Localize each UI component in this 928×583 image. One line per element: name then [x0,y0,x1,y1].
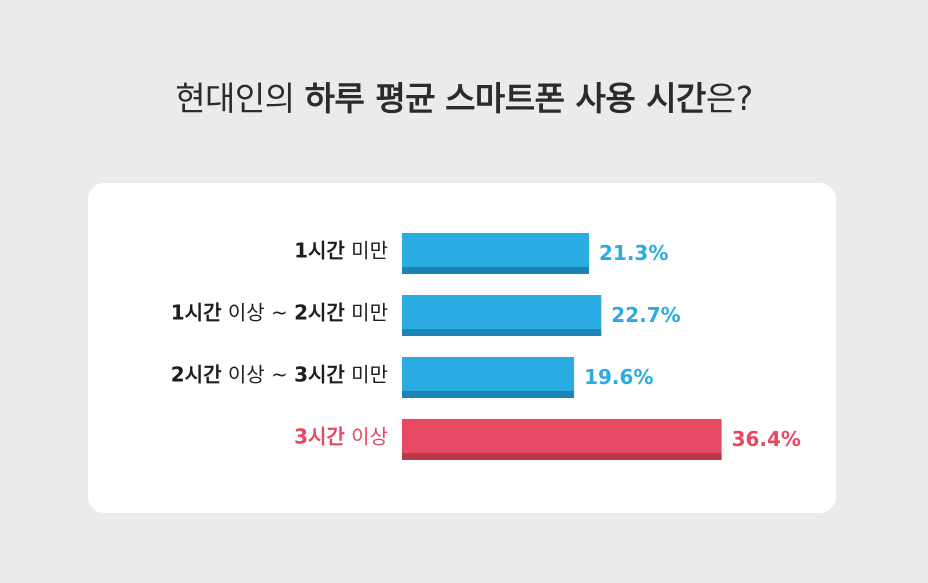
bar-value-label: 19.6% [584,365,653,389]
bar-chart: 21.3% 1시간 미만 22.7% 1시간 이상 ~ 2시간 미만 19.6% 2시간 … [171,233,801,460]
category-label: 1시간 이상 ~ 2시간 미만 [171,300,388,324]
category-label: 1시간 미만 [294,238,388,262]
bar-shadow [402,267,590,274]
title-part-4: 스마트폰 사용 시간 [445,79,706,118]
bar-row: 21.3% 1시간 미만 [294,233,668,274]
chart-card: 21.3% 1시간 미만 22.7% 1시간 이상 ~ 2시간 미만 19.6% 2시간 … [88,183,836,513]
bar-shadow [402,329,602,336]
category-label: 3시간 이상 [294,424,388,448]
category-label: 2시간 이상 ~ 3시간 미만 [171,362,388,386]
bar-value-label: 36.4% [732,427,801,451]
bar-row: 19.6% 2시간 이상 ~ 3시간 미만 [171,357,653,398]
bar-shadow [402,391,575,398]
bar [402,295,602,329]
bar [402,419,722,453]
title-part-5: 은? [705,79,753,118]
bar [402,357,575,391]
bar [402,233,590,267]
bar-value-label: 21.3% [599,241,668,265]
title-part-3 [435,79,445,118]
bar-row: 22.7% 1시간 이상 ~ 2시간 미만 [171,295,681,336]
bar-shadow [402,453,722,460]
bar-row: 36.4% 3시간 이상 [294,419,801,460]
title-part-1: 현대인의 [175,79,305,118]
chart-title: 현대인의 하루 평균 스마트폰 사용 시간은? [0,72,928,120]
title-part-2: 하루 평균 [304,79,436,118]
bar-value-label: 22.7% [611,303,680,327]
